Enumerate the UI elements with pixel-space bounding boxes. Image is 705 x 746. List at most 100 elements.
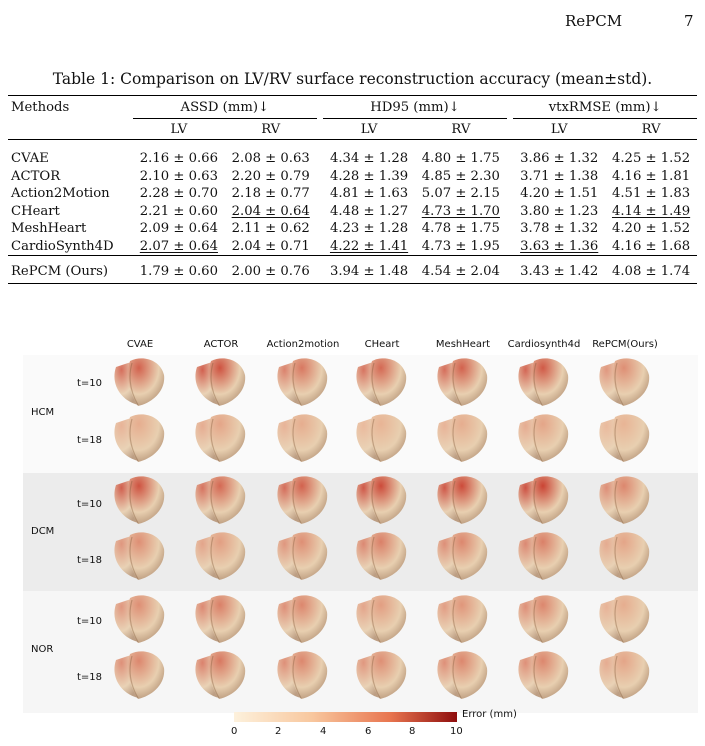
table-row: Action2Motion 2.28 ± 0.70 2.18 ± 0.77 4.81 …	[8, 185, 697, 203]
heart-mesh	[356, 651, 407, 699]
heart-mesh	[599, 532, 650, 580]
metric-cell-best: 4.08 ± 1.74	[605, 255, 697, 284]
reconstruction-figure: CVAE ACTOR Action2motion CHeart MeshHear…	[23, 333, 698, 733]
heart-mesh	[277, 595, 328, 643]
metric-cell: 4.73 ± 1.70	[415, 203, 507, 221]
subheader: LV	[170, 121, 188, 137]
heart-mesh	[114, 651, 165, 699]
heart-mesh	[277, 414, 328, 462]
heart-mesh	[599, 595, 650, 643]
heart-mesh	[437, 358, 488, 406]
metric-cell: 4.51 ± 1.83	[611, 186, 691, 202]
heart-mesh	[518, 358, 569, 406]
column-header-meshheart: MeshHeart	[435, 339, 491, 350]
heart-mesh	[599, 476, 650, 524]
heart-mesh	[114, 414, 165, 462]
heart-mesh	[114, 476, 165, 524]
colorbar-tick: 2	[275, 726, 282, 737]
heart-mesh	[437, 532, 488, 580]
heart-mesh	[599, 414, 650, 462]
metric-cell: 3.80 ± 1.23	[520, 203, 599, 219]
column-header-repcm: RePCM(Ours)	[592, 339, 658, 350]
metric-cell: 2.10 ± 0.63	[139, 168, 218, 184]
heart-mesh	[277, 358, 328, 406]
heart-mesh	[356, 532, 407, 580]
underlined-value: 4.73 ± 1.70	[421, 203, 500, 219]
heart-mesh	[277, 651, 328, 699]
time-label: t=10	[77, 499, 103, 510]
method-name: Action2Motion	[11, 186, 110, 202]
heart-mesh	[195, 651, 246, 699]
time-label: t=18	[77, 672, 103, 683]
heart-mesh	[518, 595, 569, 643]
column-header-actor: ACTOR	[203, 339, 239, 350]
colorbar-tick: 6	[365, 726, 372, 737]
method-name: CHeart	[11, 203, 60, 219]
colorbar-tick: 0	[231, 726, 238, 737]
metric-cell: 4.85 ± 2.30	[421, 168, 500, 184]
metric-cell-best: 2.00 ± 0.76	[224, 255, 317, 284]
page-header: RePCM 7	[0, 8, 705, 32]
metric-cell: 4.20 ± 1.52	[611, 221, 691, 237]
column-header-cardiosynth4d: Cardiosynth4d	[507, 339, 581, 350]
heart-mesh	[437, 476, 488, 524]
heart-mesh	[356, 358, 407, 406]
heart-mesh	[356, 476, 407, 524]
figure-canvas	[23, 355, 698, 713]
metric-cell: 4.20 ± 1.51	[520, 186, 599, 202]
heart-mesh	[599, 358, 650, 406]
assd-header: ASSD (mm)↓	[132, 95, 317, 119]
metric-cell: 3.63 ± 1.36	[513, 238, 605, 256]
metric-cell: 4.34 ± 1.28	[323, 139, 415, 168]
metric-cell: 2.04 ± 0.64	[225, 203, 317, 221]
subheader: LV	[550, 121, 568, 137]
table-row: CHeart 2.21 ± 0.60 2.04 ± 0.64 4.48 ± 1.27 4…	[8, 203, 697, 221]
metric-cell: 3.86 ± 1.32	[513, 139, 606, 168]
method-name: RePCM (Ours)	[8, 255, 127, 284]
metric-cell-best: 1.79 ± 0.60	[132, 255, 225, 284]
heart-mesh	[356, 595, 407, 643]
results-table: Methods ASSD (mm)↓ HD95 (mm)↓ vtxRMSE (m…	[8, 95, 697, 284]
group-label-hcm: HCM	[31, 407, 55, 418]
heart-mesh	[599, 651, 650, 699]
heart-mesh	[195, 476, 246, 524]
metric-cell: 2.08 ± 0.63	[224, 139, 317, 168]
heart-mesh	[437, 414, 488, 462]
metric-cell: 4.23 ± 1.28	[329, 221, 409, 237]
group-label-dcm: DCM	[31, 526, 55, 537]
vtxrmse-header: vtxRMSE (mm)↓	[513, 95, 697, 119]
metric-cell: 5.07 ± 2.15	[421, 186, 500, 202]
subheader: RV	[261, 121, 281, 137]
underlined-value: 2.04 ± 0.64	[231, 203, 310, 219]
colorbar-tick: 4	[320, 726, 327, 737]
metric-cell: 2.11 ± 0.62	[231, 221, 310, 237]
metric-cell: 2.20 ± 0.79	[231, 168, 310, 184]
heart-mesh	[114, 358, 165, 406]
method-name: CardioSynth4D	[11, 238, 114, 254]
methods-header: Methods	[8, 95, 127, 119]
metric-cell: 4.25 ± 1.52	[605, 139, 697, 168]
metric-cell-best: 4.54 ± 2.04	[414, 255, 507, 284]
heart-mesh	[195, 414, 246, 462]
metric-cell: 2.09 ± 0.64	[139, 221, 218, 237]
page-number: 7	[684, 12, 694, 30]
heart-mesh	[437, 651, 488, 699]
column-header-action2motion: Action2motion	[266, 339, 340, 350]
method-name: ACTOR	[11, 168, 61, 184]
time-label: t=10	[77, 378, 103, 389]
metric-cell: 4.16 ± 1.68	[611, 238, 691, 254]
table-row-ours: RePCM (Ours) 1.79 ± 0.60 2.00 ± 0.76 3.94 ±…	[8, 255, 697, 284]
metric-cell-best: 3.94 ± 1.48	[323, 255, 415, 284]
method-name: MeshHeart	[11, 221, 87, 237]
time-label: t=10	[77, 616, 103, 627]
subheader: LV	[360, 121, 378, 137]
metric-cell: 2.04 ± 0.71	[231, 238, 310, 254]
heart-mesh	[114, 595, 165, 643]
table-row: ACTOR 2.10 ± 0.63 2.20 ± 0.79 4.28 ± 1.39 4.…	[8, 168, 697, 186]
running-title: RePCM	[565, 12, 623, 30]
time-label: t=18	[77, 435, 103, 446]
metric-cell: 4.80 ± 1.75	[414, 139, 507, 168]
metric-cell: 4.14 ± 1.49	[605, 203, 697, 221]
metric-cell: 4.81 ± 1.63	[329, 186, 409, 202]
heart-mesh	[195, 532, 246, 580]
